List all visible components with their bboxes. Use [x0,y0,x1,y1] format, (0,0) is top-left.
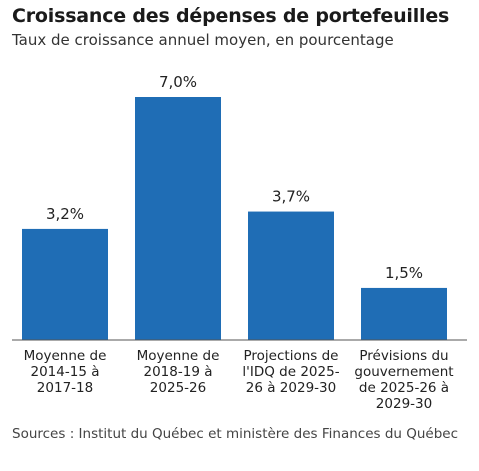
source-note: Sources : Institut du Québec et ministèr… [12,426,459,442]
data-label-1: 3,2% [46,205,84,223]
bar-2 [135,97,221,340]
category-label-2: Moyenne de 2018-19 à 2025-26 [137,348,220,396]
data-label-3: 3,7% [272,188,310,206]
category-label-1: Moyenne de 2014-15 à 2017-18 [24,348,107,396]
chart-subtitle: Taux de croissance annuel moyen, en pour… [12,31,394,49]
data-label-4: 1,5% [385,264,423,282]
bar-1 [22,228,108,340]
bar-3 [248,211,334,340]
chart-title: Croissance des dépenses de portefeuilles [12,5,450,27]
bar-4 [361,287,447,340]
data-label-2: 7,0% [159,73,197,91]
category-label-4: Prévisions du gouvernement de 2025-26 à 202… [354,348,453,412]
category-label-3: Projections de l'IDQ de 2025-26 à 2029-30 [242,348,339,396]
bar-chart: 3,2% Moyenne de 2014-15 à 2017-18 7,0% Moyenn… [12,73,467,412]
